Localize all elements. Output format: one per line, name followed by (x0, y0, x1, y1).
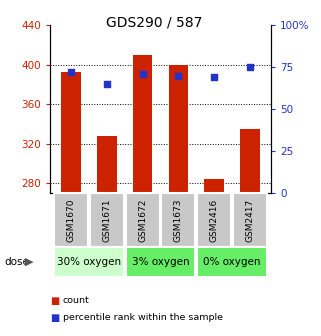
Bar (161, 193, 195, 247)
Point (176, 73, 181, 78)
Text: ■: ■ (50, 312, 59, 323)
Text: GSM1671: GSM1671 (102, 198, 111, 242)
Bar (126, 193, 160, 247)
Bar (90, 193, 124, 247)
Bar (133, 55, 152, 193)
Point (140, 71, 145, 77)
Bar (204, 179, 224, 193)
Bar (97, 136, 117, 193)
Point (247, 65, 252, 70)
Bar (61, 72, 81, 193)
Text: 3% oxygen: 3% oxygen (132, 257, 189, 267)
Text: percentile rank within the sample: percentile rank within the sample (63, 313, 222, 322)
Text: GSM1673: GSM1673 (174, 198, 183, 242)
Bar (169, 65, 188, 193)
Text: ■: ■ (50, 296, 59, 306)
Text: GSM1670: GSM1670 (67, 198, 76, 242)
Text: ▶: ▶ (25, 257, 33, 267)
Bar (197, 247, 267, 277)
Point (104, 81, 109, 87)
Text: GDS290 / 587: GDS290 / 587 (106, 15, 202, 29)
Bar (126, 247, 195, 277)
Text: count: count (63, 296, 89, 305)
Text: GSM1672: GSM1672 (138, 198, 147, 242)
Point (69, 70, 74, 75)
Text: GSM2416: GSM2416 (210, 199, 219, 242)
Bar (233, 193, 267, 247)
Bar (197, 193, 231, 247)
Text: 30% oxygen: 30% oxygen (57, 257, 121, 267)
Bar (54, 193, 88, 247)
Text: 0% oxygen: 0% oxygen (203, 257, 261, 267)
Point (212, 75, 217, 80)
Text: GSM2417: GSM2417 (245, 199, 254, 242)
Text: dose: dose (5, 257, 30, 267)
Bar (54, 247, 124, 277)
Bar (240, 129, 260, 193)
